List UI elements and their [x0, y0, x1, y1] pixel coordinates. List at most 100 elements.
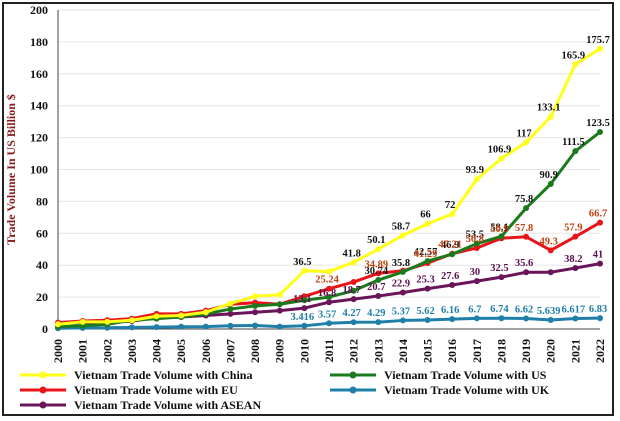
data-label: 30: [470, 267, 481, 278]
data-label: 123.5: [586, 118, 610, 129]
data-point: [276, 307, 283, 314]
data-point: [523, 315, 530, 322]
data-point: [375, 292, 382, 299]
data-point: [128, 324, 135, 331]
data-label: 53.5: [466, 230, 484, 241]
data-point: [178, 312, 185, 319]
data-point: [498, 274, 505, 281]
legend-swatch-marker: [39, 386, 47, 394]
data-label: 6.617: [562, 304, 586, 315]
data-point: [523, 233, 530, 240]
chart-frame: [2, 2, 614, 416]
data-point: [350, 296, 357, 303]
legend-entry: Vietnam Trade Volume with UK: [384, 383, 550, 397]
y-tick-label: 40: [36, 258, 48, 272]
data-point: [547, 269, 554, 276]
data-label: 90.9: [540, 170, 558, 181]
data-point: [498, 155, 505, 162]
data-label: 117: [517, 128, 532, 139]
legend-entry: Vietnam Trade Volume with US: [384, 368, 547, 382]
data-label: 6.7: [468, 304, 481, 315]
x-tick-label: 2004: [150, 339, 164, 363]
data-label: 42.57: [414, 247, 438, 258]
data-point: [424, 285, 431, 292]
x-tick-label: 2018: [494, 339, 508, 363]
data-label: 66.7: [589, 209, 607, 220]
data-point: [424, 317, 431, 324]
y-tick-label: 160: [30, 67, 48, 81]
data-label: 5.37: [392, 306, 410, 317]
data-label: 35.6: [515, 258, 533, 269]
data-label: 36.5: [293, 257, 311, 268]
data-label: 93.9: [466, 165, 484, 176]
data-point: [547, 247, 554, 254]
data-point: [202, 323, 209, 330]
data-label: 175.7: [586, 35, 610, 46]
data-point: [326, 299, 332, 306]
data-label: 133.1: [537, 103, 561, 114]
data-label: 6.62: [515, 304, 533, 315]
data-label: 165.9: [562, 50, 586, 61]
data-point: [178, 323, 185, 330]
data-point: [104, 318, 111, 325]
data-point: [375, 319, 382, 326]
data-point: [326, 320, 332, 327]
data-label: 13.1: [293, 294, 311, 305]
y-tick-label: 60: [36, 226, 48, 240]
data-point: [252, 322, 259, 329]
data-point: [350, 259, 357, 266]
x-tick-label: 2003: [125, 339, 139, 363]
data-point: [301, 322, 308, 329]
legend-swatch-marker: [349, 386, 357, 394]
data-point: [326, 268, 332, 275]
data-point: [498, 315, 505, 322]
data-label: 25.3: [416, 275, 434, 286]
data-point: [473, 315, 480, 322]
data-point: [375, 270, 382, 277]
data-label: 58.1: [490, 222, 508, 233]
data-point: [326, 285, 332, 292]
data-point: [276, 323, 283, 330]
data-label: 6.74: [490, 304, 509, 315]
data-label: 46.9: [441, 240, 459, 251]
data-label: 38.2: [564, 254, 582, 265]
data-label: 41.8: [342, 248, 360, 259]
data-point: [597, 45, 603, 52]
data-point: [597, 315, 603, 322]
data-point: [276, 291, 283, 298]
data-point: [153, 313, 160, 320]
data-point: [572, 61, 579, 68]
data-point: [572, 148, 579, 155]
data-point: [449, 281, 456, 288]
x-tick-label: 2014: [396, 339, 410, 363]
data-point: [399, 268, 406, 275]
data-label: 5.639: [537, 306, 561, 317]
data-label: 25.24: [315, 275, 339, 286]
data-point: [55, 321, 61, 328]
data-label: 32.5: [490, 263, 508, 274]
data-label: 3.416: [291, 312, 315, 323]
data-point: [572, 233, 579, 240]
data-label: 5.62: [416, 306, 434, 317]
data-label: 50.1: [367, 235, 385, 246]
data-label: 34.89: [364, 259, 388, 270]
legend-entry: Vietnam Trade Volume with ASEAN: [74, 398, 261, 412]
data-point: [375, 246, 382, 253]
data-label: 111.5: [562, 137, 584, 148]
data-label: 4.29: [367, 308, 385, 319]
data-point: [449, 316, 456, 323]
data-point: [227, 310, 234, 317]
x-tick-label: 2021: [568, 339, 582, 363]
data-point: [350, 287, 357, 294]
x-tick-label: 2009: [273, 339, 287, 363]
data-point: [449, 211, 456, 218]
data-label: 41: [593, 250, 604, 261]
data-point: [572, 265, 579, 272]
data-point: [399, 232, 406, 239]
data-point: [473, 278, 480, 285]
x-tick-label: 2022: [593, 339, 607, 363]
data-point: [202, 309, 209, 316]
data-label: 47.21: [438, 240, 462, 251]
legend-swatch-marker: [39, 401, 47, 409]
